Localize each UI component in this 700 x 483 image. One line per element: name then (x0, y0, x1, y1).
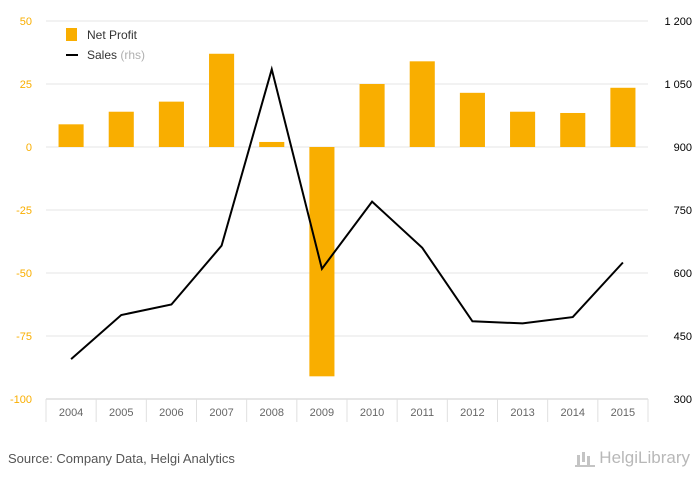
x-tick-label: 2010 (360, 407, 384, 419)
y-right-tick-label: 450 (674, 331, 692, 343)
x-tick-label: 2013 (510, 407, 534, 419)
x-tick-label: 2008 (260, 407, 284, 419)
x-tick-label: 2011 (410, 407, 434, 419)
legend-label-sales: Sales (rhs) (87, 48, 145, 62)
y-left-tick-label: 50 (20, 16, 32, 28)
y-right-tick-label: 750 (674, 205, 692, 217)
net-profit-bar (610, 87, 636, 147)
y-right-tick-label: 600 (674, 268, 692, 280)
net-profit-bar (359, 84, 385, 147)
net-profit-bar (108, 111, 134, 147)
x-tick-label: 2005 (109, 407, 133, 419)
net-profit-bar (510, 111, 536, 147)
y-left-tick-label: -75 (16, 331, 32, 343)
x-tick-label: 2004 (59, 407, 83, 419)
combo-chart: 50 25 0 -25 -50 -75 -100 1 200 1 050 900 750 600 450… (10, 16, 692, 422)
legend-label-sales-name: Sales (87, 48, 120, 62)
logo-text: HelgiLibrary (599, 448, 690, 467)
x-tick-label: 2009 (310, 407, 334, 419)
net-profit-bar (309, 147, 335, 377)
net-profit-bar (409, 61, 435, 147)
x-tick-label: 2015 (611, 407, 635, 419)
helgi-library-logo: HelgiLibrary (575, 448, 690, 468)
y-left-tick-label: -50 (16, 268, 32, 280)
legend-label-sales-suffix: (rhs) (120, 48, 145, 62)
net-profit-bar (158, 101, 184, 147)
y-left-tick-label: 25 (20, 79, 32, 91)
legend-swatch-net-profit (66, 28, 77, 41)
net-profit-bar (209, 53, 235, 148)
legend-label-net-profit: Net Profit (87, 28, 138, 42)
net-profit-bar (259, 141, 285, 147)
y-right-tick-label: 1 050 (664, 79, 692, 91)
y-left-tick-label: 0 (26, 142, 32, 154)
y-right-tick-label: 1 200 (664, 16, 692, 28)
net-profit-bar (459, 92, 485, 147)
x-tick-label: 2006 (159, 407, 183, 419)
y-right-tick-label: 300 (674, 394, 692, 406)
sales-line (70, 65, 624, 360)
y-right-tick-label: 900 (674, 142, 692, 154)
y-left-tick-label: -25 (16, 205, 32, 217)
x-tick-label: 2007 (209, 407, 233, 419)
x-tick-label: 2012 (460, 407, 484, 419)
library-icon (575, 449, 596, 467)
y-left-tick-label: -100 (10, 394, 32, 406)
net-profit-bar (560, 112, 586, 147)
net-profit-bar (58, 124, 84, 147)
source-note: Source: Company Data, Helgi Analytics (8, 451, 235, 466)
x-tick-label: 2014 (561, 407, 585, 419)
